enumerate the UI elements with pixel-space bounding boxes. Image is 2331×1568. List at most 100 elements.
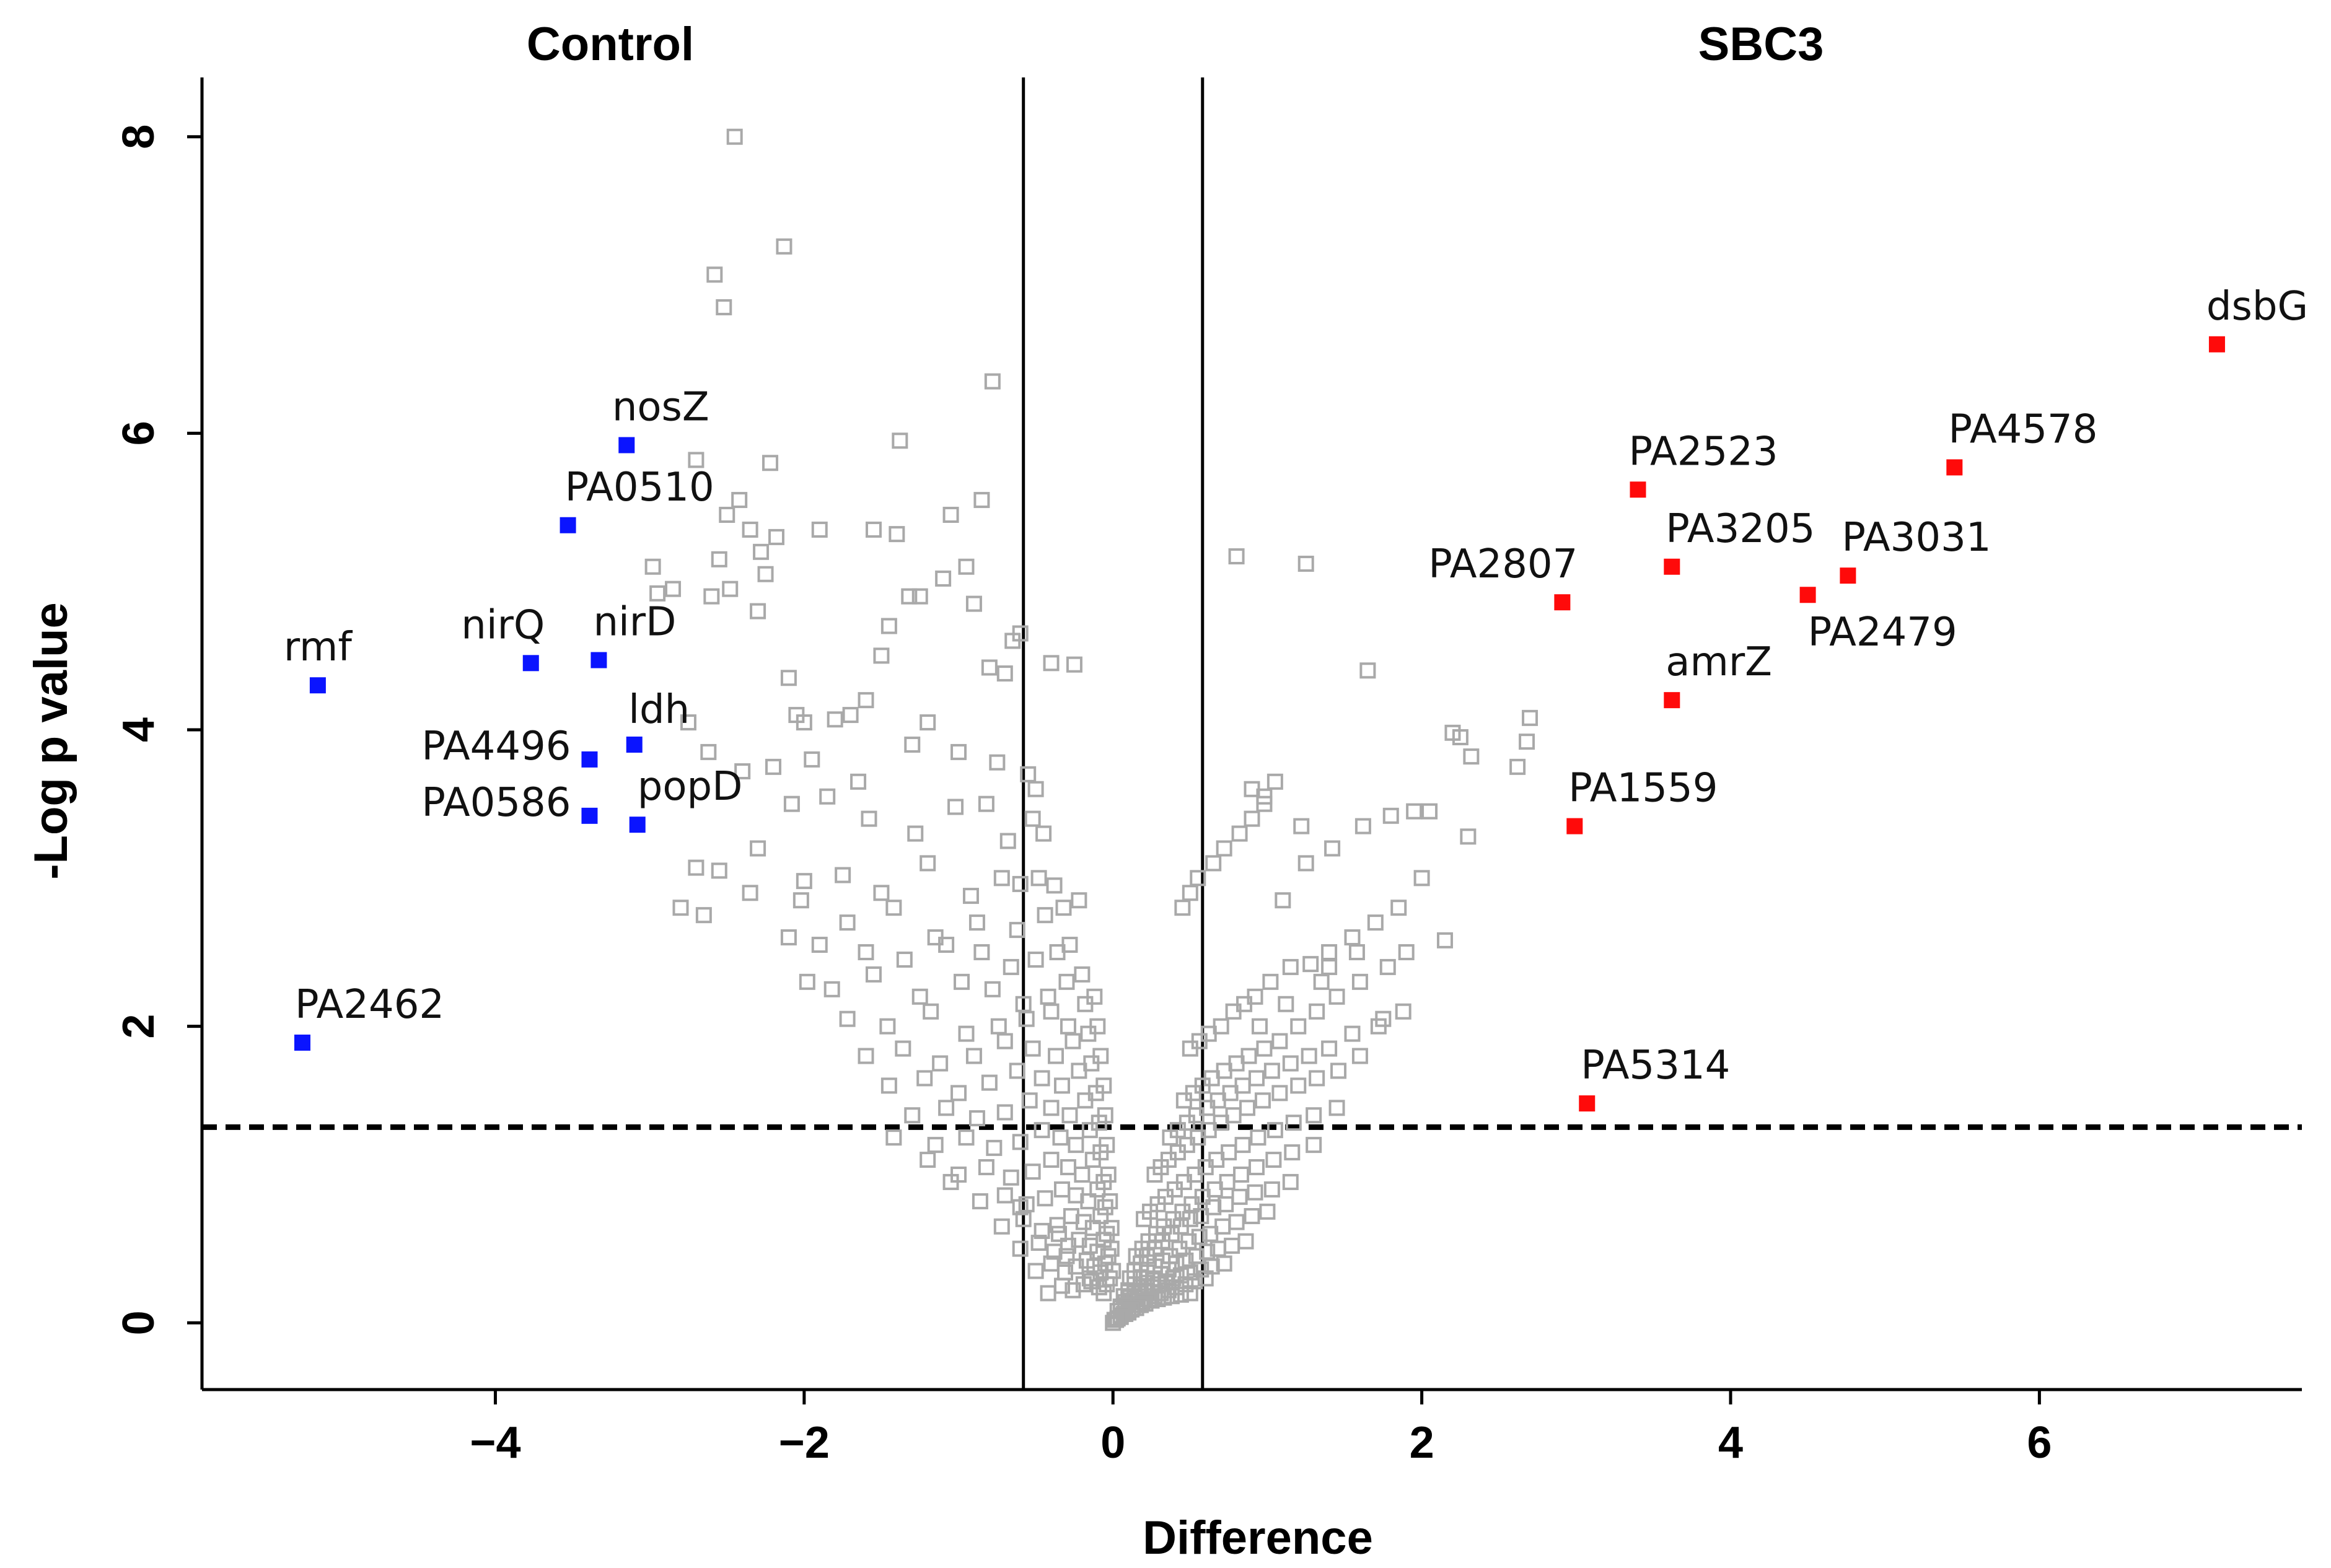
- data-point: [907, 825, 924, 842]
- data-point: [1522, 709, 1539, 726]
- data-point: [1058, 1248, 1075, 1264]
- data-point: [750, 603, 766, 620]
- data-point: [1035, 825, 1052, 842]
- x-tick-label: 6: [2027, 1418, 2052, 1468]
- data-point: [1061, 1107, 1078, 1124]
- y-tick-label: 8: [114, 125, 164, 149]
- data-point: [1105, 1263, 1122, 1279]
- data-point: [1244, 781, 1260, 797]
- point-nosz: [618, 437, 635, 453]
- data-point: [1271, 1033, 1288, 1049]
- data-point: [1244, 810, 1260, 827]
- data-point: [1136, 1211, 1152, 1227]
- data-point: [1027, 1263, 1044, 1279]
- data-point: [1205, 855, 1222, 872]
- data-point: [1321, 944, 1338, 960]
- data-point: [1256, 1040, 1273, 1057]
- data-point: [1061, 937, 1078, 953]
- data-point: [700, 743, 717, 760]
- x-tick-label: 0: [1100, 1418, 1125, 1468]
- data-point: [904, 736, 921, 753]
- data-point: [819, 788, 836, 805]
- data-point: [1463, 748, 1480, 765]
- data-point: [1290, 1018, 1307, 1035]
- data-point: [783, 795, 800, 812]
- point-pa4496: [581, 751, 598, 768]
- data-point: [1351, 1048, 1368, 1064]
- point-pa1559: [1566, 818, 1583, 834]
- data-point: [1030, 870, 1047, 887]
- point-label-amrz: amrZ: [1666, 639, 1772, 685]
- data-point: [962, 888, 979, 904]
- data-point: [1460, 828, 1477, 845]
- point-dsbg: [2208, 336, 2225, 353]
- data-point: [1012, 1199, 1029, 1215]
- data-point: [1043, 655, 1060, 672]
- data-point: [1262, 973, 1279, 990]
- data-point: [1046, 877, 1063, 894]
- data-point: [1071, 892, 1087, 909]
- data-point: [1248, 1070, 1265, 1087]
- data-point: [839, 914, 856, 931]
- data-point: [950, 743, 967, 760]
- data-point: [688, 452, 705, 468]
- data-point: [665, 580, 682, 597]
- data-point: [1034, 1222, 1050, 1239]
- point-pa3205: [1664, 558, 1680, 575]
- data-point: [1074, 966, 1091, 983]
- data-point: [1278, 996, 1294, 1012]
- data-point: [1265, 1152, 1282, 1168]
- point-label-pa2462: PA2462: [295, 982, 444, 1028]
- data-point: [1228, 548, 1245, 565]
- point-pa0510: [560, 517, 576, 533]
- data-point: [706, 266, 723, 283]
- data-point: [711, 862, 727, 879]
- data-point: [1309, 1003, 1325, 1020]
- data-point: [688, 859, 705, 876]
- data-point: [1216, 1255, 1232, 1272]
- point-label-pa1559: PA1559: [1568, 766, 1718, 812]
- data-point: [742, 885, 758, 901]
- data-point: [996, 1187, 1013, 1204]
- point-label-pa2479: PA2479: [1808, 610, 1957, 655]
- data-point: [1284, 1144, 1301, 1161]
- data-point: [1053, 1277, 1070, 1294]
- data-point: [1436, 932, 1453, 948]
- point-nird: [590, 652, 607, 668]
- data-point: [1282, 958, 1299, 975]
- data-point: [1225, 1003, 1242, 1020]
- x-axis-label: Difference: [1143, 1512, 1373, 1564]
- point-label-nosz: nosZ: [612, 385, 709, 431]
- data-point: [1182, 1040, 1198, 1057]
- data-point: [1309, 1070, 1325, 1087]
- data-point: [835, 867, 851, 883]
- data-point: [1052, 1129, 1069, 1146]
- data-point: [1034, 1122, 1050, 1139]
- data-point: [1293, 818, 1310, 834]
- data-point: [1266, 773, 1283, 790]
- data-point: [990, 1018, 1007, 1035]
- data-point: [1234, 1137, 1251, 1154]
- data-point: [968, 914, 985, 931]
- data-point: [1012, 1240, 1029, 1257]
- data-point: [1060, 1159, 1076, 1176]
- data-point: [1359, 662, 1376, 679]
- data-point: [996, 665, 1013, 682]
- data-point: [1049, 1217, 1066, 1233]
- data-point: [1282, 1173, 1299, 1190]
- data-point: [1024, 1040, 1041, 1057]
- axes: [200, 77, 2302, 1391]
- data-point: [984, 981, 1001, 997]
- data-point: [1324, 840, 1341, 857]
- data-point: [1367, 914, 1384, 931]
- data-point: [719, 507, 735, 523]
- data-point: [750, 840, 766, 857]
- data-point: [1251, 1018, 1268, 1035]
- x-tick-label: −2: [779, 1418, 830, 1468]
- data-point: [1519, 734, 1535, 750]
- data-point: [711, 551, 727, 567]
- data-point: [958, 1025, 975, 1042]
- point-label-pa3031: PA3031: [1842, 515, 1991, 561]
- data-point: [954, 973, 970, 990]
- data-point: [1086, 988, 1103, 1005]
